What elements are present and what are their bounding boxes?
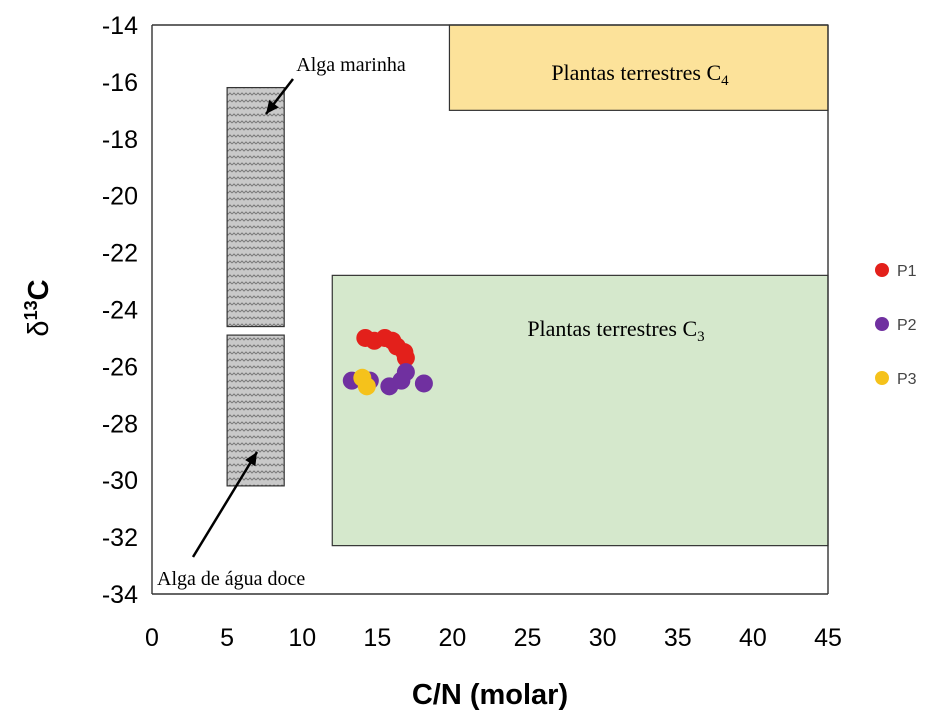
y-tick-label: -20 [102,183,138,211]
y-tick-label: -22 [102,240,138,268]
region-0 [448,24,829,111]
x-tick-label: 25 [514,624,542,652]
legend: P1 P2 P3 [875,263,917,388]
annotation-arrowhead-1 [245,452,257,467]
region-3 [226,334,285,487]
x-tick-label: 35 [664,624,692,652]
y-axis-title-superscript: 13 [21,300,41,320]
x-tick-label: 10 [288,624,316,652]
region-label-0: Plantas terrestres C4 [551,60,729,89]
y-tick-label: -16 [102,69,138,97]
x-axis: 0 5 10 15 20 25 30 35 40 45 [145,624,842,652]
y-axis-title-main: C [23,279,55,300]
region-1 [331,274,829,547]
y-tick-label: -32 [102,524,138,552]
annotation-arrow-1 [191,451,259,558]
legend-marker-p3 [875,371,889,385]
point-p1 [396,348,415,367]
region-2 [226,86,285,328]
y-tick-label: -14 [102,12,138,40]
y-axis-title: δ13C [21,279,55,336]
y-tick-label: -26 [102,353,138,381]
legend-marker-p2 [875,317,889,331]
region-label-1-subscript: 3 [697,329,705,345]
data-points [342,328,433,396]
x-tick-label: 0 [145,624,159,652]
y-axis-title-prefix: δ [23,320,55,336]
plot-frame [151,24,829,595]
y-tick-label: -18 [102,126,138,154]
region-label-2: Alga marinha [296,54,406,76]
legend-label-p2: P2 [897,317,917,334]
y-axis: -14 -16 -18 -20 -22 -24 -26 -28 -30 -32 -34 [102,12,138,609]
region-label-1: Plantas terrestres C3 [527,316,704,345]
point-p2 [414,374,433,393]
y-tick-label: -28 [102,410,138,438]
x-tick-label: 45 [814,624,842,652]
region-label-0-subscript: 4 [721,73,729,89]
region-label-0-text: Plantas terrestres C [551,60,721,85]
y-tick-label: -34 [102,581,138,609]
region-layer [226,24,829,547]
y-tick-label: -30 [102,467,138,495]
legend-label-p1: P1 [897,263,917,280]
legend-marker-p1 [875,263,889,277]
point-p3 [357,377,376,396]
x-tick-label: 30 [589,624,617,652]
region-label-1-text: Plantas terrestres C [527,316,697,341]
x-axis-title: C/N (molar) [412,679,568,711]
annotation-arrowhead-0 [266,100,279,114]
point-p2 [396,363,415,382]
x-tick-label: 15 [363,624,391,652]
legend-label-p3: P3 [897,371,917,388]
region-label-3: Alga de água doce [157,568,305,590]
x-tick-label: 40 [739,624,767,652]
y-tick-label: -24 [102,297,138,325]
x-tick-label: 20 [439,624,467,652]
x-tick-label: 5 [220,624,234,652]
